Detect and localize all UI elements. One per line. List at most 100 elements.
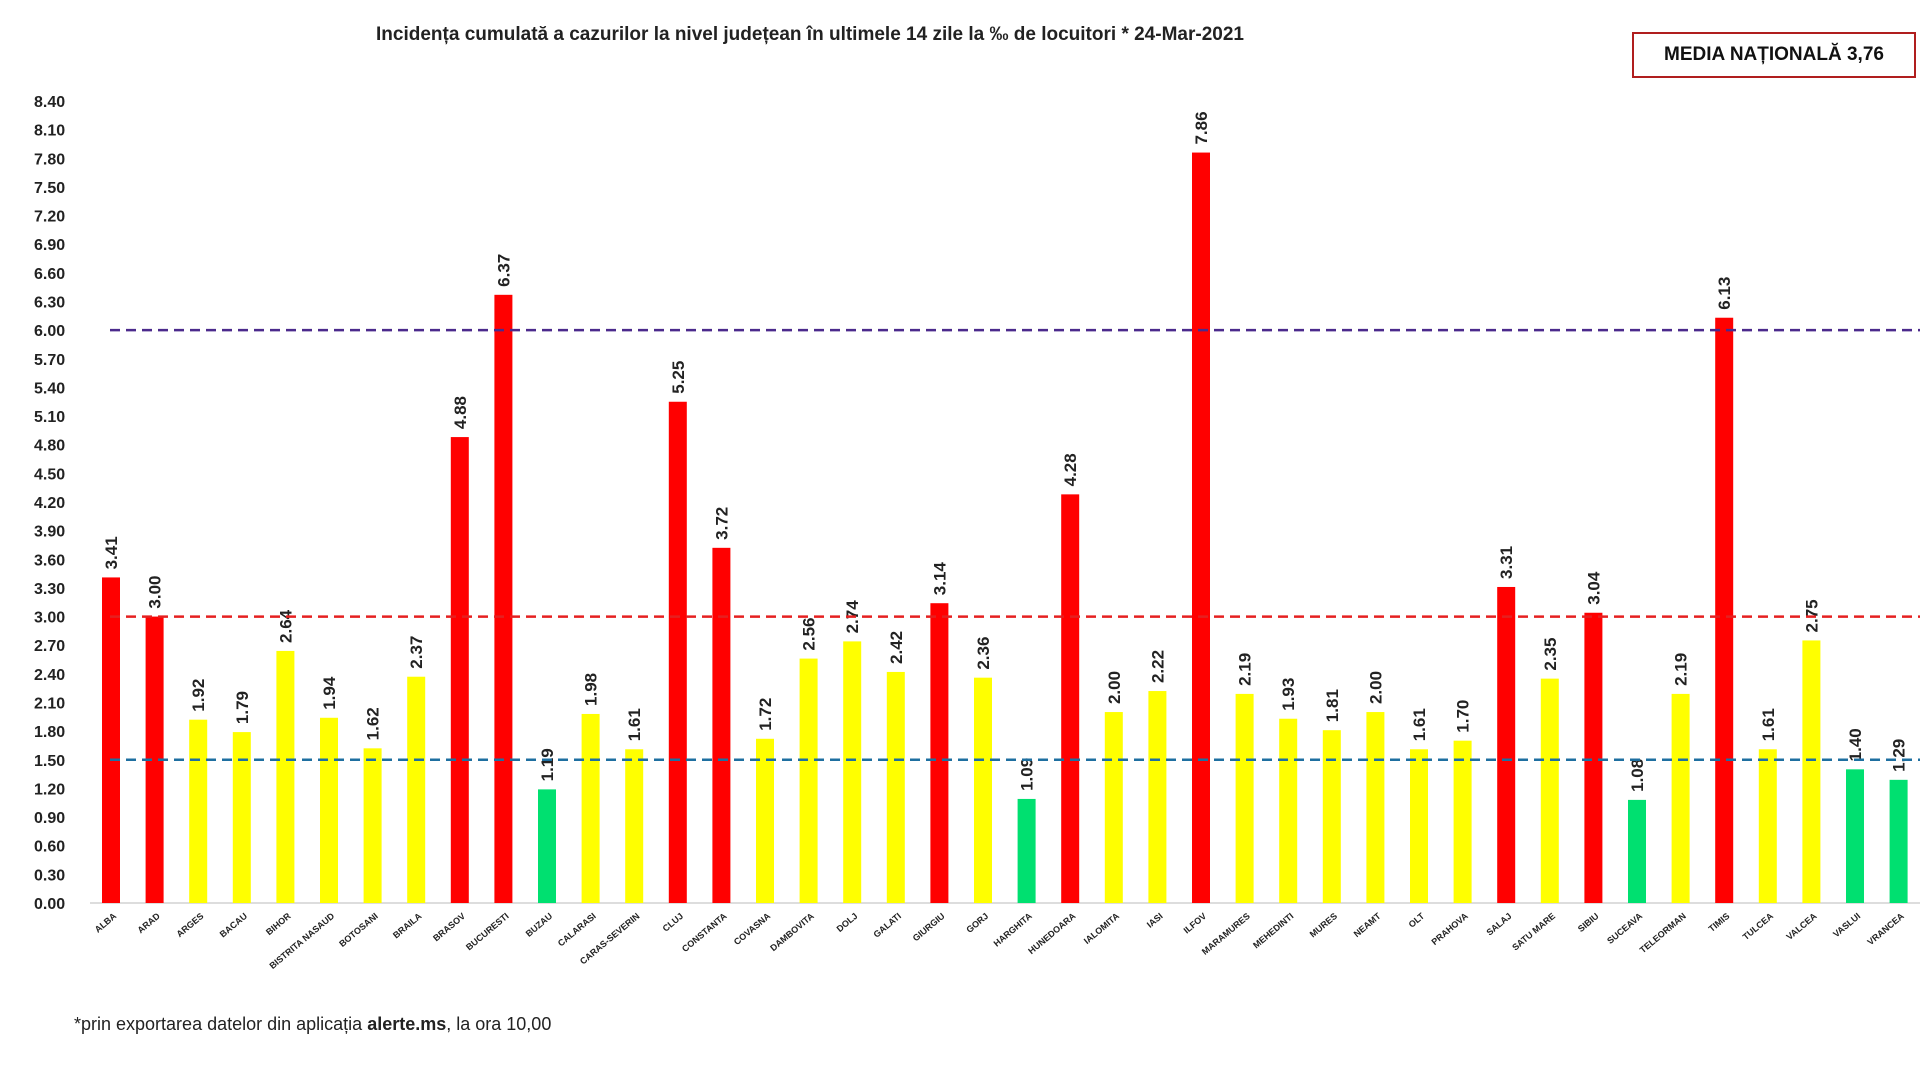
bar-value-label: 2.36	[974, 637, 993, 670]
bar-dolj	[843, 641, 862, 903]
bar-olt	[1410, 749, 1428, 903]
y-tick-label: 5.40	[34, 380, 65, 397]
bar-value-label: 1.79	[233, 691, 252, 724]
bar-value-label: 1.92	[189, 679, 208, 712]
x-tick-label: CALARASI	[556, 911, 598, 949]
footnote-prefix: *prin exportarea datelor din aplicația	[74, 1014, 368, 1034]
x-tick-label: GALATI	[872, 911, 904, 940]
bar-value-label: 1.62	[364, 707, 383, 740]
y-tick-label: 4.50	[34, 466, 65, 483]
bar-value-label: 3.72	[712, 507, 731, 540]
bar-value-label: 3.00	[146, 575, 165, 608]
y-tick-label: 2.40	[34, 667, 65, 684]
x-tick-label: PRAHOVA	[1429, 911, 1470, 947]
y-tick-label: 7.20	[34, 209, 65, 226]
y-tick-label: 8.10	[34, 123, 65, 140]
x-tick-label: HARGHITA	[992, 911, 1035, 949]
y-tick-label: 3.60	[34, 552, 65, 569]
bar-tulcea	[1758, 749, 1777, 903]
y-tick-label: 7.50	[34, 180, 65, 197]
bar-calarasi	[581, 713, 600, 903]
x-tick-label: IALOMITA	[1082, 911, 1122, 947]
bar-value-label: 2.19	[1672, 653, 1691, 686]
x-tick-label: CLUJ	[661, 911, 685, 934]
bar-value-label: 1.94	[320, 676, 339, 710]
x-tick-label: VALCEA	[1784, 911, 1819, 942]
bar-salaj	[1497, 586, 1516, 903]
bar-bacau	[232, 732, 251, 903]
bar-satu-mare	[1540, 678, 1559, 903]
bar-value-label: 2.35	[1541, 638, 1560, 671]
bar-vaslui	[1846, 769, 1864, 903]
bar-value-label: 2.19	[1236, 653, 1255, 686]
y-tick-label: 4.20	[34, 495, 65, 512]
y-tick-label: 2.70	[34, 638, 65, 655]
x-tick-label: NEAMT	[1352, 911, 1383, 940]
y-tick-label: 3.30	[34, 581, 65, 598]
y-tick-label: 1.50	[34, 753, 65, 770]
x-tick-label: TIMIS	[1707, 911, 1732, 934]
national-average-label: MEDIA NAȚIONALĂ 3,76	[1664, 44, 1884, 65]
bar-bucuresti	[494, 294, 513, 904]
bar-vrancea	[1889, 779, 1908, 903]
footnote-app-name: alerte.ms	[367, 1014, 447, 1034]
bar-neamt	[1366, 712, 1385, 903]
x-tick-label: SUCEAVA	[1605, 911, 1644, 946]
bar-value-label: 4.28	[1061, 453, 1080, 486]
x-tick-label: CONSTANTA	[680, 911, 729, 954]
chart-title: Incidența cumulată a cazurilor la nivel …	[376, 24, 1244, 45]
bar-value-label: 1.09	[1018, 758, 1037, 791]
bar-value-label: 7.86	[1192, 111, 1211, 144]
bar-value-label: 1.81	[1323, 689, 1342, 722]
bar-galati	[886, 671, 905, 903]
bar-botosani	[363, 748, 382, 903]
y-tick-label: 7.80	[34, 151, 65, 168]
bar-value-label: 6.37	[494, 254, 513, 287]
y-tick-label: 6.00	[34, 323, 65, 340]
bar-arges	[189, 719, 208, 903]
bar-value-label: 1.93	[1279, 678, 1298, 711]
bar-value-label: 1.61	[1759, 708, 1778, 741]
bar-brasov	[450, 437, 469, 903]
bar-value-label: 3.41	[102, 536, 121, 569]
bar-ilfov	[1192, 152, 1210, 904]
y-tick-label: 5.10	[34, 409, 65, 426]
x-tick-label: SATU MARE	[1510, 911, 1557, 953]
x-tick-label: DAMBOVITA	[768, 911, 816, 954]
x-tick-label: ALBA	[93, 911, 119, 935]
bar-hunedoara	[1061, 494, 1080, 903]
bar-harghita	[1017, 798, 1036, 903]
x-tick-label: OLT	[1407, 911, 1427, 930]
bar-value-label: 1.19	[538, 748, 557, 781]
y-tick-label: 0.30	[34, 867, 65, 884]
y-tick-label: 6.30	[34, 295, 65, 312]
bar-bistrita-nasaud	[320, 717, 338, 903]
x-tick-label: MEHEDINTI	[1251, 911, 1295, 950]
bar-value-label: 4.88	[451, 396, 470, 429]
y-tick-label: 4.80	[34, 438, 65, 455]
bar-value-label: 3.31	[1497, 546, 1516, 579]
x-tick-label: ILFOV	[1182, 911, 1209, 936]
bar-value-label: 5.25	[669, 361, 688, 394]
national-average-box: MEDIA NAȚIONALĂ 3,76	[1632, 32, 1916, 78]
bar-mures	[1322, 730, 1341, 903]
x-tick-label: VASLUI	[1831, 911, 1862, 939]
bar-value-label: 1.98	[582, 673, 601, 706]
bar-value-label: 3.14	[930, 562, 949, 596]
bar-giurgiu	[930, 603, 949, 903]
x-tick-label: GORJ	[964, 911, 990, 935]
y-tick-label: 3.90	[34, 524, 65, 541]
x-tick-label: BOTOSANI	[337, 911, 380, 949]
x-tick-label: BACAU	[218, 911, 249, 940]
y-tick-label: 0.00	[34, 896, 65, 913]
y-tick-label: 8.40	[34, 94, 65, 111]
y-tick-label: 1.20	[34, 781, 65, 798]
y-tick-label: 2.10	[34, 696, 65, 713]
x-tick-label: COVASNA	[732, 911, 773, 947]
bar-value-label: 1.61	[1410, 708, 1429, 741]
x-tick-label: TELEORMAN	[1638, 911, 1688, 955]
bar-mehedinti	[1279, 718, 1298, 903]
y-tick-label: 5.70	[34, 352, 65, 369]
bar-value-label: 2.22	[1148, 650, 1167, 683]
footnote-suffix: , la ora 10,00	[446, 1014, 552, 1034]
